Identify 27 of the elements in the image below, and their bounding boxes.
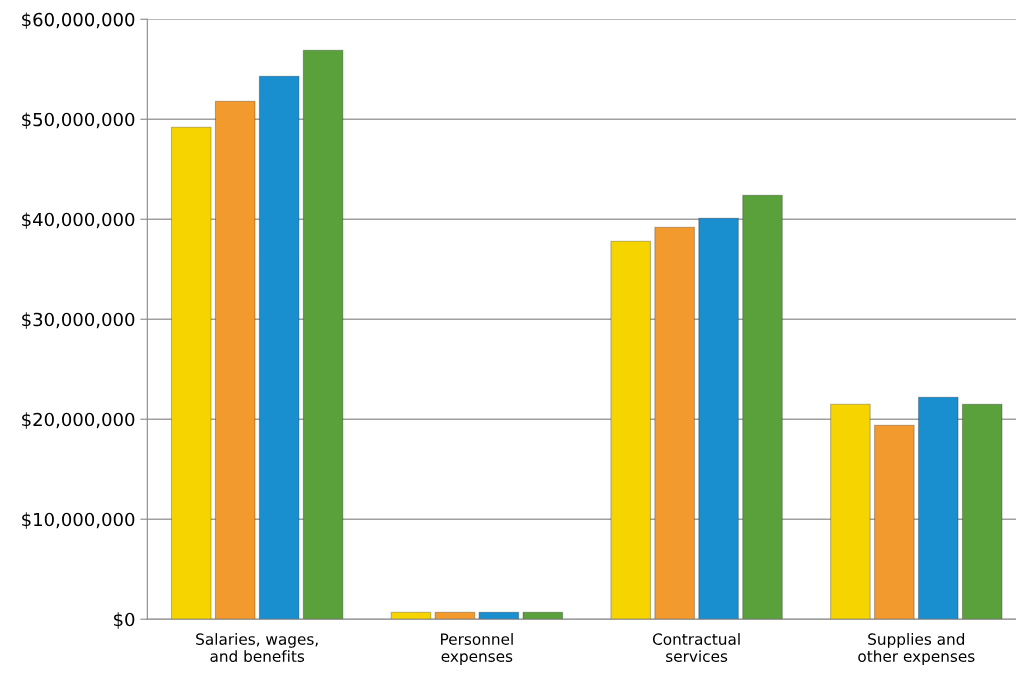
x-tick-label: Supplies and other expenses xyxy=(858,633,975,665)
y-tick-label: $0 xyxy=(114,612,135,629)
bar xyxy=(830,403,871,620)
y-tick-label: $50,000,000 xyxy=(22,112,135,129)
x-tick-label: Salaries, wages, and benefits xyxy=(196,633,318,663)
bar xyxy=(654,226,695,620)
bar xyxy=(698,217,739,620)
bar xyxy=(874,424,915,620)
bar xyxy=(170,126,212,620)
bar xyxy=(390,611,432,620)
bar xyxy=(214,100,256,620)
bar xyxy=(961,403,1003,620)
x-tick-label: Personnel expenses xyxy=(441,633,513,665)
x-tick-label: Contractual services xyxy=(652,633,740,663)
bar xyxy=(478,611,520,620)
y-tick-label: $40,000,000 xyxy=(22,212,135,229)
bar xyxy=(917,396,959,620)
y-tick-label: $20,000,000 xyxy=(22,412,135,429)
bar xyxy=(258,75,300,620)
bar xyxy=(302,49,344,620)
bar xyxy=(522,611,564,620)
y-tick-label: $60,000,000 xyxy=(22,12,135,29)
bar xyxy=(610,240,652,620)
bar xyxy=(434,611,476,620)
bar xyxy=(742,194,783,620)
y-tick-label: $30,000,000 xyxy=(22,312,135,329)
y-tick-label: $10,000,000 xyxy=(22,512,135,529)
